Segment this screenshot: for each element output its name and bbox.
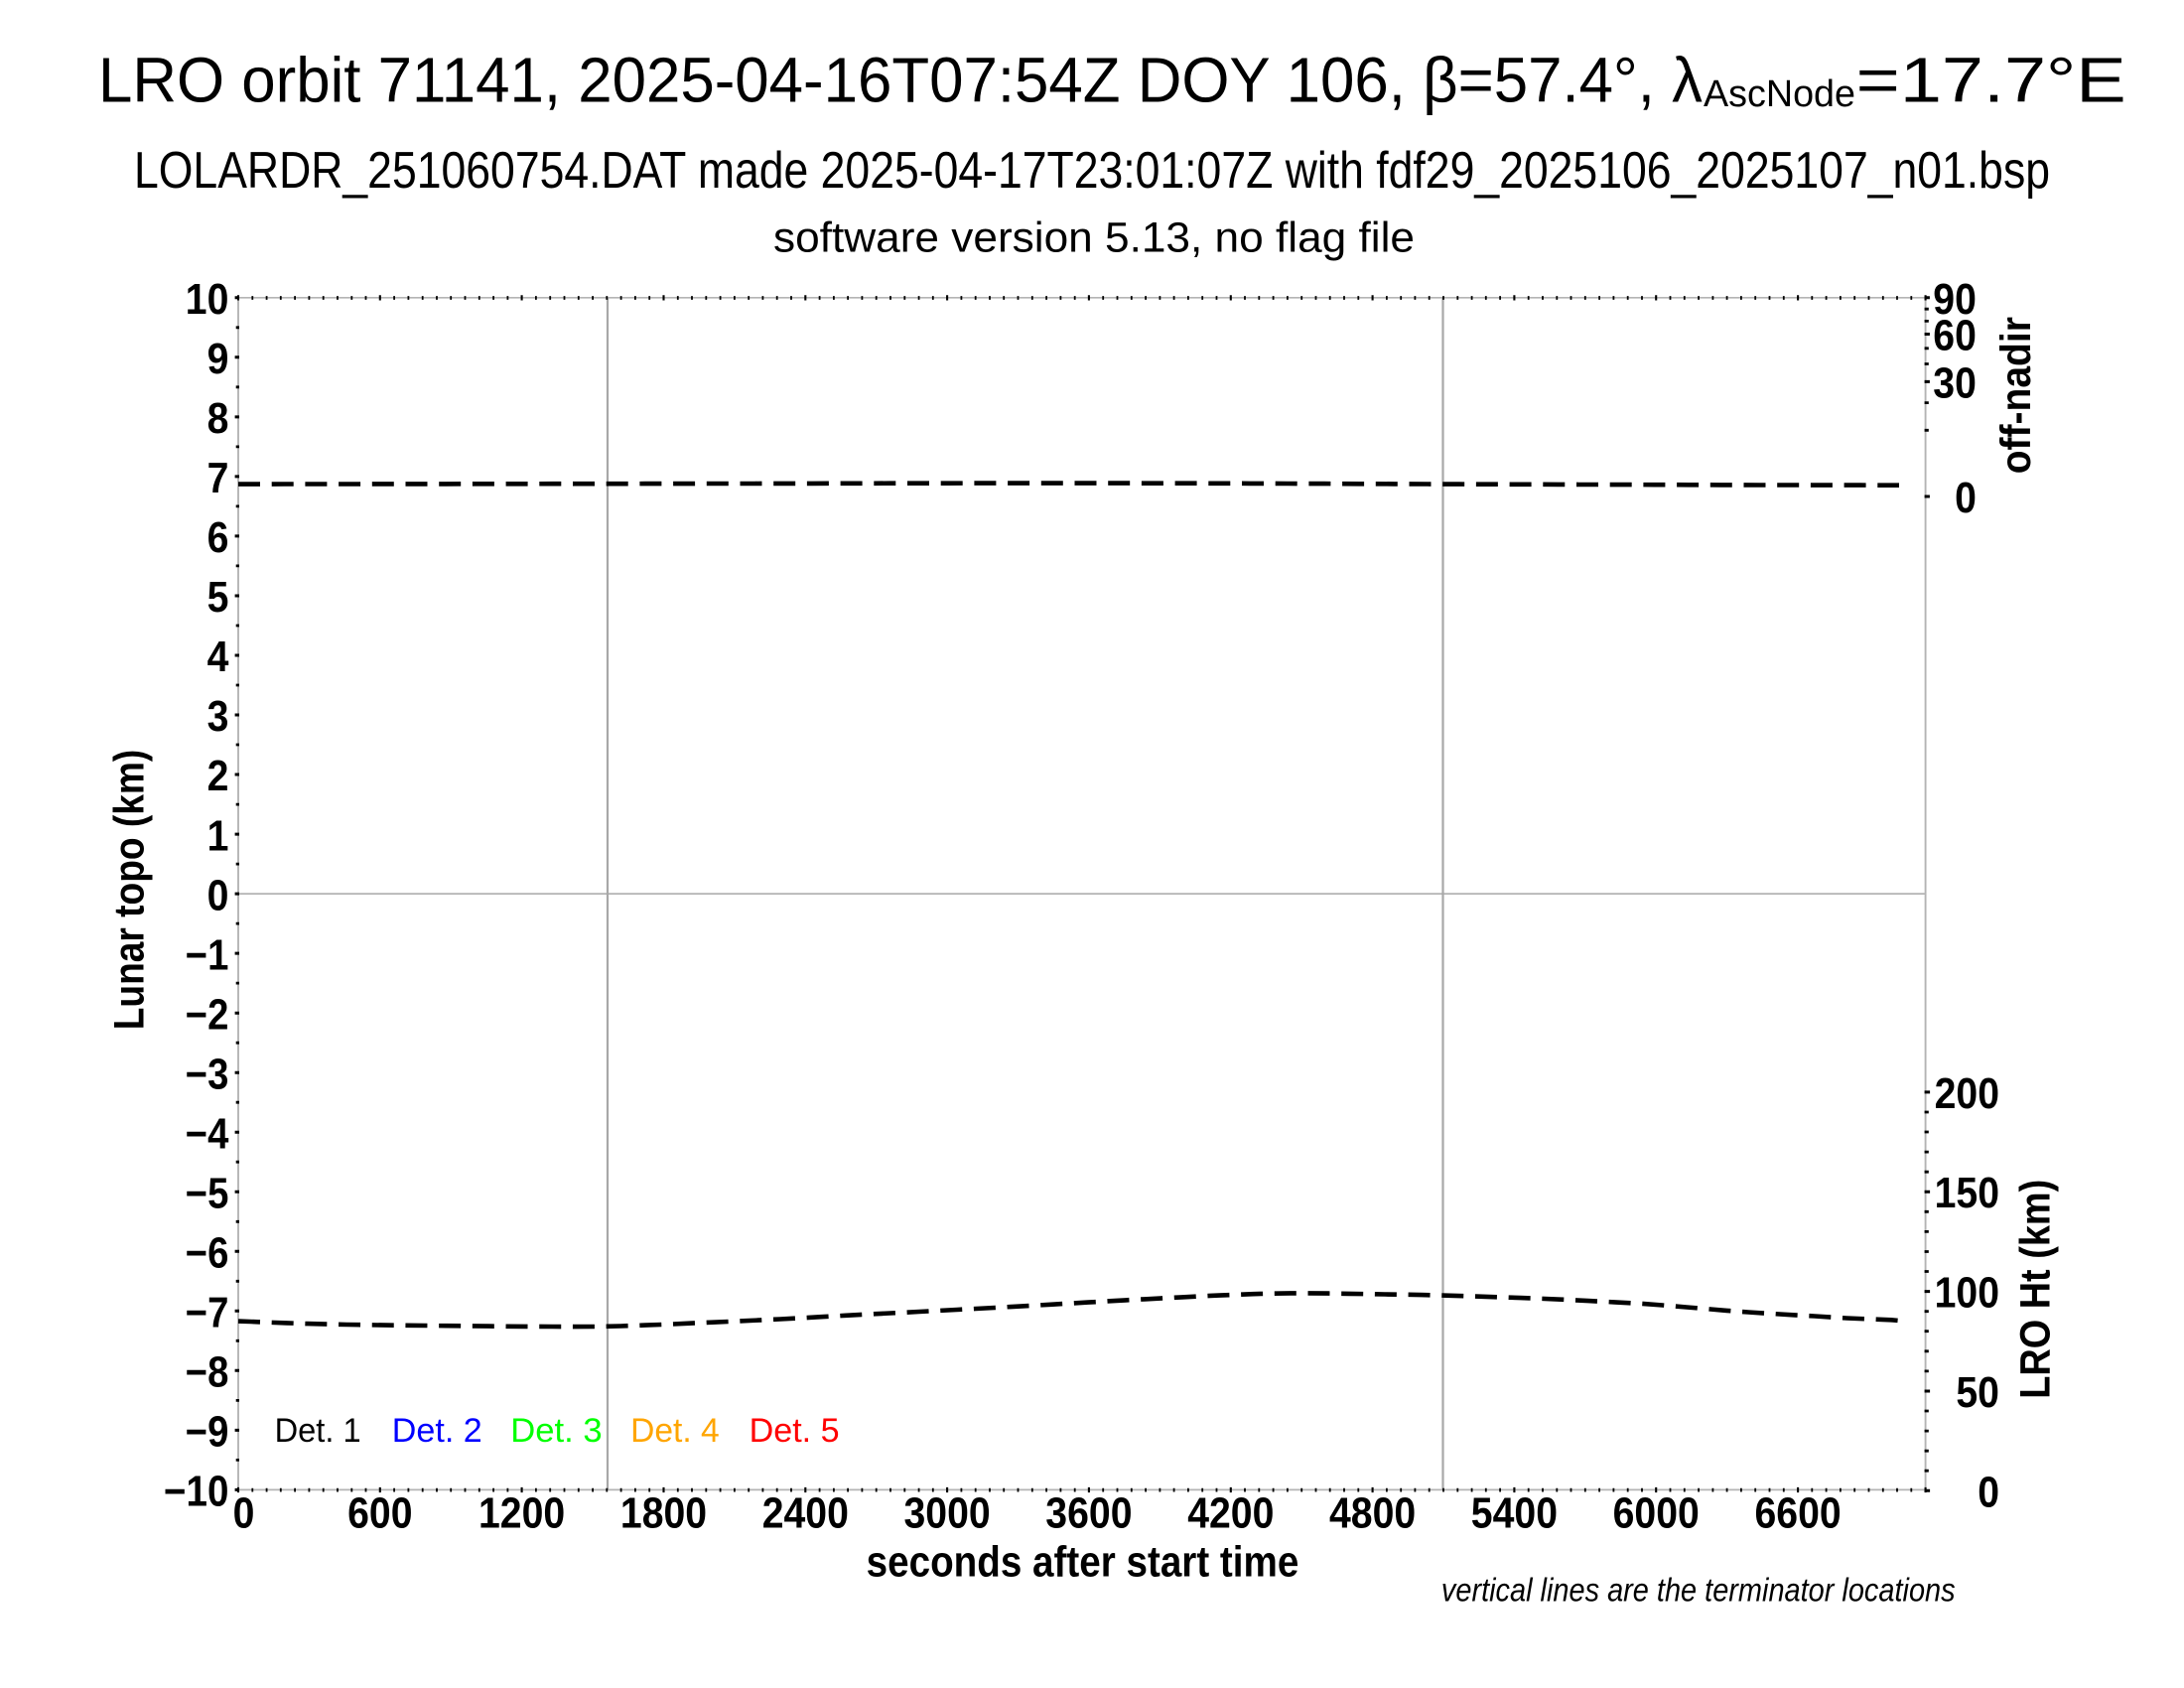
svg-text:Det. 2: Det. 2 — [392, 1412, 482, 1450]
svg-text:2: 2 — [207, 753, 229, 800]
svg-text:8: 8 — [207, 395, 229, 443]
svg-text:4: 4 — [207, 633, 229, 681]
svg-text:software version 5.13, no flag: software version 5.13, no flag file — [773, 214, 1415, 262]
svg-text:LOLARDR_251060754.DAT made 202: LOLARDR_251060754.DAT made 2025-04-17T23… — [134, 142, 2050, 200]
svg-text:off-nadir: off-nadir — [1992, 317, 2040, 474]
svg-text:−3: −3 — [186, 1051, 229, 1098]
svg-text:Det. 3: Det. 3 — [510, 1412, 602, 1450]
svg-text:4200: 4200 — [1187, 1489, 1274, 1537]
svg-text:50: 50 — [1956, 1369, 1999, 1417]
svg-text:5: 5 — [207, 574, 229, 622]
svg-text:9: 9 — [207, 336, 229, 383]
svg-text:3000: 3000 — [904, 1489, 991, 1537]
svg-text:600: 600 — [347, 1489, 412, 1537]
svg-text:Det. 1: Det. 1 — [275, 1412, 361, 1450]
svg-text:seconds after start time: seconds after start time — [867, 1538, 1299, 1586]
svg-text:Det. 4: Det. 4 — [630, 1412, 720, 1450]
svg-text:0: 0 — [207, 872, 229, 919]
svg-text:100: 100 — [1935, 1270, 1999, 1318]
svg-text:4800: 4800 — [1329, 1489, 1416, 1537]
svg-text:10: 10 — [186, 276, 229, 324]
svg-text:0: 0 — [1955, 475, 1977, 522]
svg-text:−7: −7 — [186, 1290, 229, 1337]
svg-text:7: 7 — [207, 455, 229, 502]
svg-text:0: 0 — [1978, 1469, 1999, 1516]
svg-text:1: 1 — [207, 812, 229, 860]
svg-text:5400: 5400 — [1471, 1489, 1558, 1537]
svg-text:90: 90 — [1933, 276, 1977, 324]
svg-text:LRO orbit 71141, 2025-04-16T07: LRO orbit 71141, 2025-04-16T07:54Z DOY 1… — [98, 44, 1703, 115]
svg-text:3600: 3600 — [1045, 1489, 1132, 1537]
svg-text:3: 3 — [207, 693, 229, 741]
svg-text:2400: 2400 — [762, 1489, 849, 1537]
svg-text:AscNode: AscNode — [1704, 73, 1855, 115]
svg-text:−10: −10 — [164, 1469, 228, 1516]
svg-text:−8: −8 — [186, 1349, 229, 1397]
svg-text:=17.7°E: =17.7°E — [1856, 44, 2126, 115]
svg-text:LRO Ht (km): LRO Ht (km) — [2012, 1180, 2060, 1399]
svg-text:60: 60 — [1933, 313, 1977, 360]
svg-text:Lunar topo (km): Lunar topo (km) — [105, 750, 153, 1031]
svg-text:6: 6 — [207, 514, 229, 562]
svg-text:0: 0 — [233, 1489, 255, 1537]
svg-text:−6: −6 — [186, 1230, 229, 1278]
svg-text:6000: 6000 — [1613, 1489, 1700, 1537]
svg-text:−5: −5 — [186, 1171, 229, 1218]
svg-text:Det. 5: Det. 5 — [750, 1412, 840, 1450]
svg-text:1800: 1800 — [620, 1489, 707, 1537]
svg-text:−4: −4 — [186, 1110, 229, 1158]
svg-text:−1: −1 — [186, 931, 229, 979]
svg-text:−9: −9 — [186, 1409, 229, 1457]
svg-text:vertical lines are the termina: vertical lines are the terminator locati… — [1441, 1572, 1956, 1609]
svg-text:1200: 1200 — [478, 1489, 565, 1537]
svg-text:200: 200 — [1935, 1070, 1999, 1118]
svg-text:−2: −2 — [186, 991, 229, 1039]
svg-text:6600: 6600 — [1755, 1489, 1842, 1537]
svg-text:30: 30 — [1933, 360, 1977, 408]
svg-text:150: 150 — [1935, 1170, 1999, 1217]
